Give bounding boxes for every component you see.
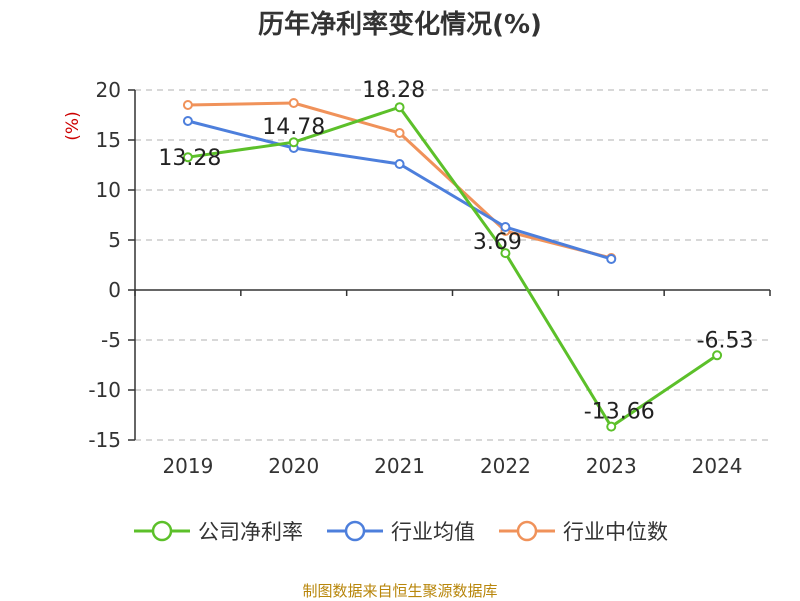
data-point [394,102,405,113]
data-label: 3.69 [473,230,522,255]
data-label: 18.28 [362,78,425,103]
y-tick-label: 10 [96,178,121,202]
data-point [182,116,193,126]
data-label: 14.78 [262,115,325,140]
data-point [182,100,193,110]
y-tick-label: -5 [101,328,121,352]
source-note: 制图数据来自恒生聚源数据库 [302,582,498,600]
y-tick-label: 20 [96,78,121,102]
data-point [394,159,405,169]
x-tick-label: 2020 [268,454,319,478]
data-point [394,128,405,138]
data-point [606,421,617,432]
x-tick-label: 2022 [480,454,531,478]
y-tick-label: 0 [108,278,121,302]
legend-swatch [327,520,383,542]
data-point [606,254,617,264]
x-tick-label: 2023 [586,454,637,478]
data-label: -6.53 [697,328,754,353]
legend-item[interactable]: 行业均值 [325,516,475,546]
x-tick-label: 2019 [162,454,213,478]
data-point [288,98,299,108]
y-tick-label: -10 [88,378,121,402]
legend-label: 公司净利率 [198,520,303,544]
legend-item[interactable]: 行业中位数 [497,516,668,546]
legend-label: 行业均值 [391,520,475,544]
y-tick-label: -15 [88,428,121,452]
data-point [712,350,723,361]
legend: 公司净利率 行业均值 行业中位数 [0,516,800,546]
series-line [187,101,612,260]
data-point [288,137,299,148]
data-point [500,222,511,232]
legend-swatch [499,520,555,542]
legend-item[interactable]: 公司净利率 [132,516,303,546]
data-point [182,152,193,163]
data-point [500,248,511,259]
x-tick-label: 2021 [374,454,425,478]
y-axis-label: (%) [63,111,83,140]
chart-title: 历年净利率变化情况(%) [258,10,542,40]
data-label: -13.66 [584,400,655,425]
y-tick-label: 5 [108,228,121,252]
data-label: 13.28 [158,146,221,171]
y-tick-label: 15 [96,128,121,152]
legend-label: 行业中位数 [563,520,668,544]
series-line [187,105,718,429]
x-tick-label: 2024 [692,454,743,478]
legend-swatch [134,520,190,542]
